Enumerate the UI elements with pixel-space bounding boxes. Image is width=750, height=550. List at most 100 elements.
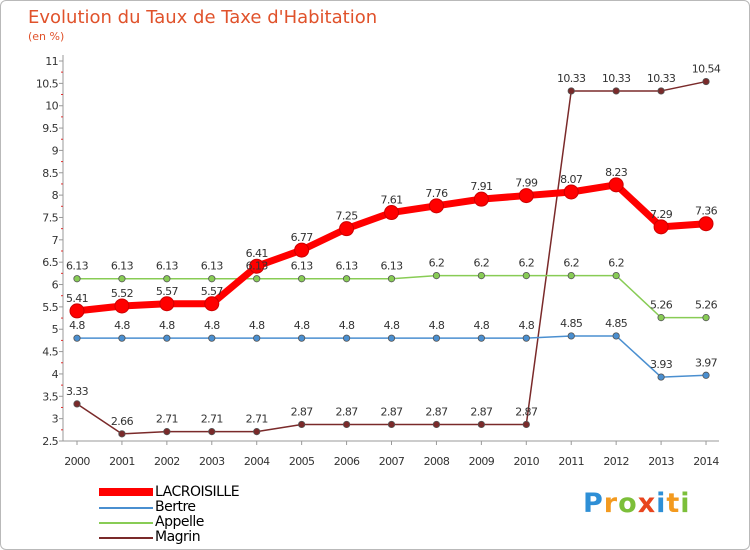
- x-tick-label: 2007: [379, 455, 405, 468]
- data-point-appelle: [163, 275, 171, 283]
- logo-letter: i: [656, 488, 667, 519]
- data-label-bertre: 4.8: [339, 319, 355, 332]
- data-label-appelle: 6.13: [201, 260, 224, 273]
- data-label-magrin: 10.54: [692, 63, 721, 76]
- chart-subtitle: (en %): [28, 30, 65, 43]
- data-label-appelle: 6.2: [563, 257, 579, 270]
- data-label-appelle: 6.2: [608, 257, 624, 270]
- y-tick-label: 5.5: [42, 301, 58, 314]
- data-label-lacroisille: 8.23: [605, 166, 628, 179]
- data-label-lacroisille: 7.36: [695, 205, 718, 218]
- x-tick-label: 2000: [64, 455, 90, 468]
- data-label-bertre: 3.93: [650, 358, 673, 371]
- data-point-lacroisille: [473, 191, 489, 207]
- data-label-bertre: 4.8: [518, 319, 534, 332]
- chart-title: Evolution du Taux de Taxe d'Habitation: [28, 7, 378, 28]
- y-tick-label: 7: [52, 234, 59, 247]
- y-tick-label: 9: [52, 144, 59, 157]
- data-label-magrin: 2.87: [380, 405, 403, 418]
- data-point-lacroisille: [563, 184, 579, 200]
- data-label-lacroisille: 7.29: [650, 208, 673, 221]
- data-label-appelle: 6.2: [518, 257, 534, 270]
- data-point-magrin: [163, 428, 171, 436]
- data-label-lacroisille: 7.99: [515, 177, 538, 190]
- data-label-lacroisille: 6.41: [246, 247, 268, 260]
- data-label-lacroisille: 8.07: [560, 173, 583, 186]
- data-point-appelle: [657, 314, 665, 322]
- y-axis-ticks: 2.5 3 3.5 4 4.5 5 5.5 6 6.5 7 7.5 8 8.5 9 9.5 10 10.5 11: [36, 55, 63, 448]
- data-label-bertre: 4.8: [429, 319, 445, 332]
- data-point-lacroisille: [384, 205, 400, 221]
- data-label-bertre: 4.8: [294, 319, 310, 332]
- data-label-bertre: 4.8: [474, 319, 490, 332]
- series-line-bertre: [76, 335, 707, 378]
- y-tick-label: 4: [52, 368, 59, 381]
- y-tick-label: 10.5: [36, 77, 59, 90]
- data-point-appelle: [253, 275, 261, 283]
- data-label-bertre: 4.8: [69, 319, 85, 332]
- data-point-appelle: [387, 275, 396, 283]
- data-point-bertre: [432, 334, 441, 342]
- data-label-bertre: 3.97: [695, 356, 718, 369]
- x-tick-label: 2003: [199, 455, 225, 468]
- y-tick-label: 8: [52, 189, 59, 202]
- x-tick-label: 2004: [244, 455, 270, 468]
- legend-swatch-magrin: [99, 537, 153, 539]
- data-label-bertre: 4.85: [605, 317, 628, 330]
- data-label-bertre: 4.8: [159, 319, 175, 332]
- data-label-lacroisille: 7.76: [425, 187, 448, 200]
- data-label-magrin: 2.87: [336, 405, 359, 418]
- data-point-appelle: [73, 275, 81, 283]
- data-point-bertre: [477, 334, 485, 342]
- data-point-bertre: [118, 334, 126, 342]
- data-label-bertre: 4.8: [249, 319, 265, 332]
- x-tick-label: 2013: [648, 455, 674, 468]
- data-point-bertre: [298, 334, 306, 342]
- data-point-bertre: [342, 334, 351, 342]
- logo-letter: i: [680, 488, 691, 519]
- data-point-magrin: [477, 420, 485, 429]
- data-point-bertre: [253, 334, 261, 342]
- y-tick-label: 6.5: [42, 256, 58, 269]
- y-tick-label: 5: [52, 323, 59, 336]
- x-tick-label: 2002: [154, 455, 180, 468]
- x-tick-label: 2011: [558, 455, 584, 468]
- y-tick-label: 11: [45, 55, 58, 68]
- data-label-lacroisille: 5.57: [156, 285, 179, 298]
- data-point-lacroisille: [698, 216, 714, 232]
- data-label-lacroisille: 5.52: [111, 287, 133, 300]
- proxiti-logo: Proxiti: [583, 488, 691, 519]
- data-point-appelle: [208, 275, 216, 283]
- data-point-appelle: [342, 275, 351, 283]
- legend-swatch-bertre: [99, 507, 153, 509]
- axes: [62, 55, 719, 442]
- data-label-lacroisille: 5.57: [201, 285, 224, 298]
- data-point-magrin: [208, 428, 216, 436]
- data-point-bertre: [612, 332, 620, 340]
- data-label-bertre: 4.85: [560, 317, 583, 330]
- logo-letter: P: [583, 488, 604, 519]
- data-label-lacroisille: 6.77: [291, 231, 314, 244]
- data-label-appelle: 6.13: [380, 260, 403, 273]
- data-point-bertre: [163, 334, 171, 342]
- data-point-bertre: [208, 334, 216, 342]
- data-label-appelle: 5.26: [650, 299, 673, 312]
- x-tick-label: 2001: [109, 455, 135, 468]
- data-point-appelle: [522, 271, 530, 280]
- data-label-magrin: 10.33: [557, 72, 586, 85]
- data-label-appelle: 6.2: [429, 257, 445, 270]
- series-lines: [69, 77, 714, 438]
- y-tick-label: 7.5: [42, 211, 58, 224]
- x-tick-label: 2014: [693, 455, 719, 468]
- data-point-appelle: [118, 275, 126, 283]
- data-point-appelle: [567, 271, 575, 280]
- data-label-bertre: 4.8: [114, 319, 130, 332]
- data-label-appelle: 6.2: [474, 257, 490, 270]
- data-point-magrin: [522, 420, 530, 429]
- data-point-lacroisille: [428, 198, 444, 214]
- data-point-lacroisille: [294, 242, 310, 258]
- data-label-lacroisille: 7.91: [470, 180, 492, 193]
- data-label-magrin: 2.87: [291, 405, 314, 418]
